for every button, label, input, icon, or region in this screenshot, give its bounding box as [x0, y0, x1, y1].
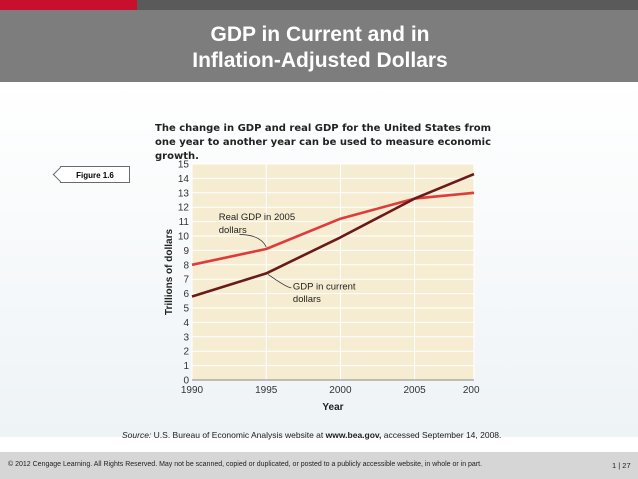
y-tick-label: 3	[183, 332, 189, 343]
y-tick-label: 11	[179, 217, 190, 228]
title-header	[0, 10, 638, 82]
x-tick-label: 2000	[329, 385, 352, 396]
y-tick-label: 5	[183, 304, 189, 315]
source-url: www.bea.gov,	[325, 430, 382, 440]
top-accent-red	[0, 0, 137, 10]
series-line-nominal-gdp	[191, 172, 475, 298]
source-note: Source: U.S. Bureau of Economic Analysis…	[122, 430, 501, 440]
source-suffix: accessed September 14, 2008.	[381, 430, 502, 440]
real-gdp-leader-line	[239, 234, 267, 248]
y-tick-label: 6	[183, 289, 189, 300]
y-tick-label: 14	[178, 174, 190, 185]
y-tick-label: 15	[178, 160, 190, 171]
x-axis-title: Year	[322, 402, 343, 413]
title-line-2: Inflation-Adjusted Dollars	[192, 49, 448, 72]
y-tick-label: 10	[178, 232, 190, 243]
plot-area	[192, 164, 474, 380]
x-tick-label: 2005	[404, 385, 427, 396]
y-tick-label: 1	[183, 361, 189, 372]
copyright-notice: © 2012 Cengage Learning. All Rights Rese…	[8, 461, 483, 468]
y-tick-label: 2	[183, 347, 189, 358]
real-gdp-label-line-1: Real GDP in 2005	[219, 212, 295, 223]
y-tick-label: 12	[178, 203, 190, 214]
nominal-gdp-label-line-2: dollars	[293, 294, 321, 305]
figure-label: Figure 1.6	[60, 166, 130, 183]
source-text: U.S. Bureau of Economic Analysis website…	[151, 430, 326, 440]
real-gdp-label-line-2: dollars	[219, 225, 247, 236]
x-tick-label: 2009	[463, 385, 480, 396]
x-tick-label: 1990	[181, 385, 204, 396]
y-axis-title: Trillions of dollars	[164, 229, 175, 316]
nominal-gdp-label-line-1: GDP in current	[293, 281, 356, 292]
top-accent-dark	[137, 0, 638, 10]
nominal-gdp-leader-line	[267, 274, 292, 289]
title-line-1: GDP in Current and in	[210, 23, 430, 46]
top-accent-bar	[0, 0, 638, 10]
slide-title: GDP in Current and in Inflation-Adjusted…	[150, 22, 490, 74]
footer-bar	[0, 452, 638, 479]
page-number: 1 | 27	[612, 461, 631, 470]
y-tick-label: 4	[183, 318, 189, 329]
source-prefix: Source:	[122, 430, 152, 440]
y-tick-label: 13	[178, 188, 190, 199]
x-tick-label: 1995	[255, 385, 278, 396]
y-tick-label: 9	[183, 246, 189, 257]
figure-caption: The change in GDP and real GDP for the U…	[155, 123, 492, 162]
y-tick-label: 7	[183, 275, 189, 286]
y-tick-label: 8	[183, 260, 189, 271]
series-line-real-gdp	[191, 191, 475, 267]
y-tick-label: 0	[183, 376, 189, 387]
